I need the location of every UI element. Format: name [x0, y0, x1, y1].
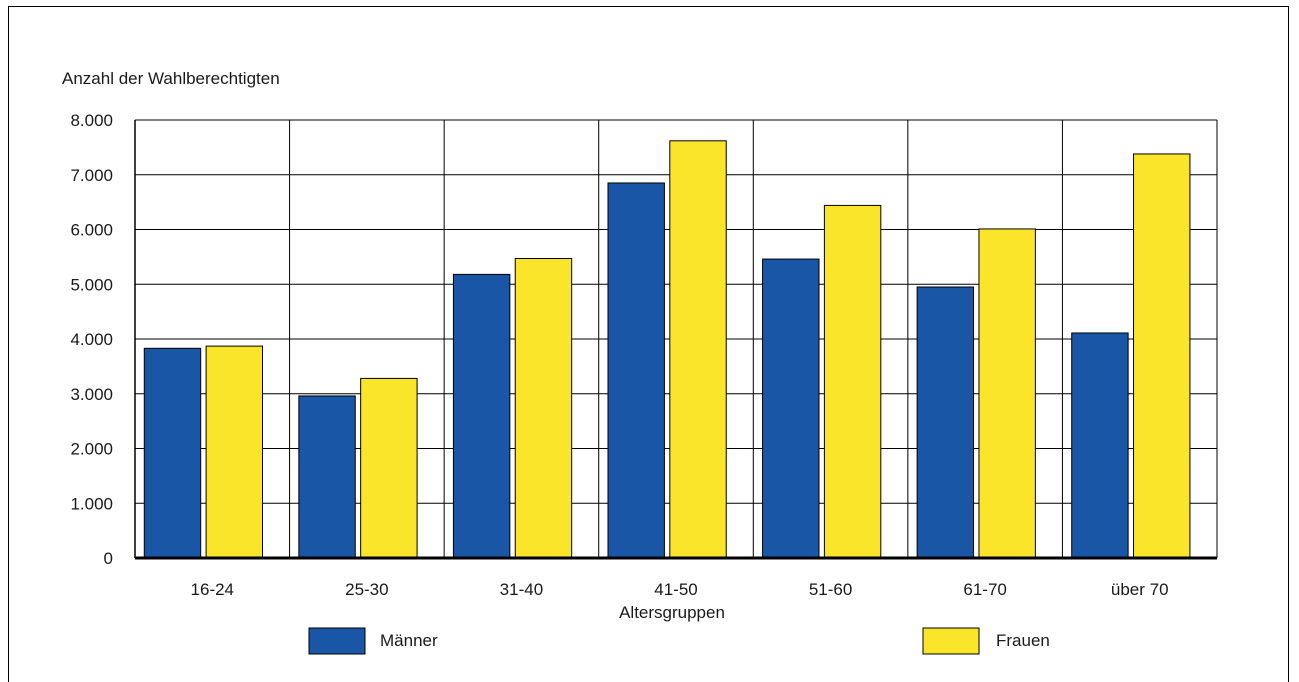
legend-swatch-maenner [308, 627, 366, 655]
y-tick-label: 3.000 [70, 385, 113, 404]
y-tick-label: 0 [104, 549, 113, 568]
legend: Männer Frauen [308, 627, 1050, 655]
x-tick-label: 31-40 [500, 580, 543, 599]
x-tick-label: 51-60 [809, 580, 852, 599]
y-tick-label: 2.000 [70, 440, 113, 459]
bar-maenner-5 [916, 286, 975, 559]
bar-frauen-3 [669, 140, 727, 559]
y-tick-label: 6.000 [70, 221, 113, 240]
x-tick-label: 16-24 [191, 580, 234, 599]
bar-frauen-1 [360, 377, 418, 559]
legend-swatch-frauen [922, 627, 980, 655]
x-tick-label: 41-50 [654, 580, 697, 599]
bar-maenner-4 [762, 258, 820, 559]
y-tick-label: 4.000 [70, 330, 113, 349]
x-tick-label: 25-30 [345, 580, 388, 599]
bar-frauen-6 [1133, 153, 1191, 559]
bar-maenner-0 [143, 347, 202, 559]
y-tick-labels: 0 1.000 2.000 3.000 4.000 5.000 6.000 7.000 8.00… [70, 111, 113, 568]
y-tick-label: 5.000 [70, 275, 113, 294]
bar-maenner-6 [1071, 332, 1129, 559]
bar-frauen-2 [514, 258, 573, 559]
bar-maenner-2 [452, 273, 511, 559]
x-tick-labels: 16-24 25-30 31-40 41-50 51-60 61-70 über 70 [191, 580, 1169, 599]
x-tick-label: über 70 [1111, 580, 1169, 599]
axes [134, 120, 1217, 560]
legend-label-maenner: Männer [380, 631, 438, 650]
y-tick-label: 1.000 [70, 494, 113, 513]
bar-frauen-0 [205, 345, 264, 559]
bar-frauen-5 [978, 228, 1036, 559]
chart-frame [8, 6, 1289, 682]
bar-frauen-4 [823, 204, 882, 559]
x-axis-title: Altersgruppen [619, 603, 725, 622]
y-tick-label: 7.000 [70, 166, 113, 185]
legend-item-maenner: Männer [308, 627, 438, 655]
bar-maenner-1 [298, 395, 356, 559]
legend-label-frauen: Frauen [996, 631, 1050, 650]
y-axis-title: Anzahl der Wahlberechtigten [62, 69, 280, 88]
bar-maenner-3 [607, 182, 665, 559]
x-tick-label: 61-70 [963, 580, 1006, 599]
y-tick-label: 8.000 [70, 111, 113, 130]
legend-item-frauen: Frauen [922, 627, 1050, 655]
bars [143, 140, 1191, 559]
